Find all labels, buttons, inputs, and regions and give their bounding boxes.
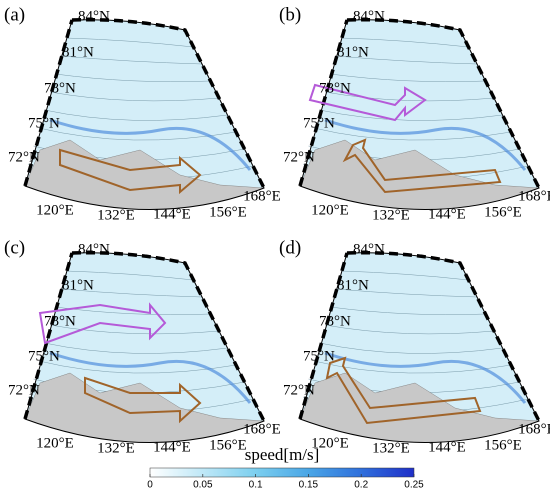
colorbar-tick-label: 0.2 [354,480,368,491]
longitude-label: 144°E [428,439,466,455]
latitude-line [319,342,503,354]
flow-arrow [59,148,202,195]
longitude-label: 168°E [243,421,281,437]
latitude-line [341,270,469,281]
longitude-label: 120°E [36,435,74,451]
colorbar-tick-label: 0.25 [404,480,424,491]
latitude-label: 84°N [353,241,385,257]
latitude-label: 81°N [62,277,94,293]
latitude-label: 78°N [44,313,76,329]
latitude-label: 72°N [8,149,40,165]
latitude-line [44,109,228,121]
latitude-line [44,342,228,354]
colorbar-tick-label: 0.15 [299,480,319,491]
latitude-line [60,288,203,298]
latitude-label: 84°N [78,241,110,257]
latitude-label: 78°N [44,80,76,96]
latitude-label: 75°N [303,348,335,364]
map-panel: (b) 84°N 81°N 78°N 75°N 72°N 120°E 132°E 144°E 15… [279,4,550,223]
latitude-label: 78°N [319,80,351,96]
longitude-label: 144°E [153,206,191,222]
longitude-label: 120°E [36,202,74,218]
flow-arrow [38,302,167,345]
latitude-line [49,324,220,335]
latitude-line [324,324,495,335]
latitude-line [66,270,194,281]
panel-label: (a) [4,4,25,25]
longitude-label: 132°E [97,440,135,456]
longitude-label: 144°E [428,206,466,222]
current-band [324,351,527,404]
longitude-label: 132°E [97,207,135,223]
map-panel: (c) 84°N 81°N 78°N 75°N 72°N 120°E 132°E 144°E 15… [4,237,281,456]
flow-arrow [325,356,482,425]
latitude-line [335,288,478,298]
current-band [49,118,252,171]
longitude-label: 156°E [209,204,247,220]
colorbar [149,467,415,478]
latitude-label: 81°N [337,44,369,60]
latitude-label: 75°N [28,115,60,131]
panel-label: (c) [4,237,25,258]
latitude-label: 84°N [78,8,110,24]
longitude-label: 120°E [311,435,349,451]
latitude-label: 72°N [8,382,40,398]
latitude-line [341,37,469,48]
longitude-label: 168°E [243,188,281,204]
colorbar-label: speed[m/s] [245,445,320,464]
frame-dash [346,17,541,189]
map-panel: (d) 84°N 81°N 78°N 75°N 72°N 120°E 132°E 144°E 15… [279,237,550,456]
flow-arrow [342,138,502,194]
frame-dash [298,252,349,420]
colorbar-tick-label: 0 [147,480,153,491]
latitude-label: 72°N [283,149,315,165]
flow-arrow [308,83,427,122]
latitude-line [324,91,495,102]
frame-dash [346,250,541,422]
longitude-label: 132°E [372,440,410,456]
panel-label: (b) [279,4,301,25]
longitude-label: 144°E [153,439,191,455]
longitude-label: 168°E [518,188,550,204]
longitude-label: 120°E [311,202,349,218]
map-panel: (a) 84°N 81°N 78°N 75°N 72°N 120°E 132°E 144°E 15… [4,4,281,223]
latitude-line [330,306,486,315]
longitude-label: 156°E [484,437,522,453]
latitude-label: 81°N [337,277,369,293]
longitude-label: 156°E [209,437,247,453]
latitude-line [66,37,194,48]
latitude-line [335,55,478,65]
flow-arrow [84,376,202,424]
latitude-label: 75°N [28,348,60,364]
latitude-line [319,109,503,121]
longitude-label: 132°E [372,207,410,223]
latitude-label: 78°N [319,313,351,329]
panel-label: (d) [279,237,301,258]
latitude-line [49,91,220,102]
current-band [49,351,252,404]
latitude-label: 84°N [353,8,385,24]
latitude-label: 75°N [303,115,335,131]
frame-dash [23,252,74,420]
latitude-line [55,73,211,82]
current-band [324,118,527,171]
latitude-label: 81°N [62,44,94,60]
latitude-label: 72°N [283,382,315,398]
frame-dash [71,250,266,422]
colorbar-tick-label: 0.05 [193,480,213,491]
latitude-line [330,73,486,82]
latitude-line [60,55,203,65]
longitude-label: 156°E [484,204,522,220]
frame-dash [23,19,74,187]
colorbar-tick-label: 0.1 [249,480,263,491]
longitude-label: 168°E [518,421,550,437]
frame-dash [71,17,266,189]
